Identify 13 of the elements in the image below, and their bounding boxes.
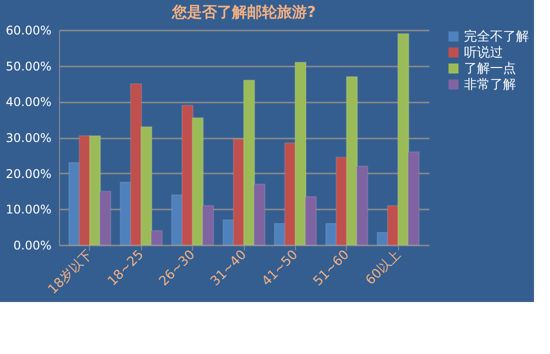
y-tick-label: 40.00% [6, 95, 52, 110]
chart-title: 您是否了解邮轮旅游? [171, 3, 316, 21]
legend-label: 了解一点 [464, 62, 516, 76]
y-tick-label: 50.00% [6, 59, 52, 74]
x-tick-label: 60以上 [363, 248, 404, 288]
y-tick-label: 10.00% [6, 202, 52, 217]
y-tick-label: 60.00% [6, 24, 52, 38]
y-tick-label: 0.00% [13, 238, 52, 252]
legend-label: 完全不了解 [464, 28, 529, 44]
y-tick-label: 30.00% [6, 131, 52, 145]
legend-label: 非常了解 [464, 78, 516, 92]
y-tick-label: 20.00% [6, 166, 52, 181]
legend-label: 听说过 [464, 46, 503, 60]
